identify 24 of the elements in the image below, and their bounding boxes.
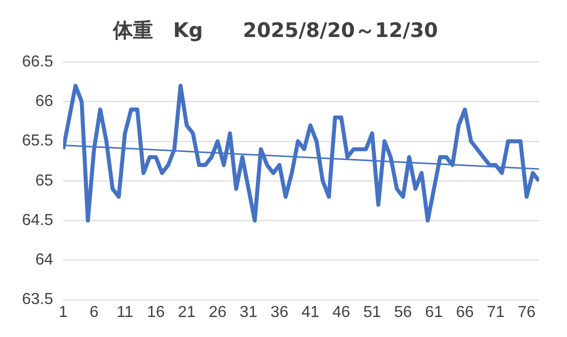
- x-tick-label: 11: [116, 304, 134, 321]
- y-tick-label: 64: [35, 252, 54, 269]
- x-tick-label: 71: [486, 304, 505, 321]
- y-tick-label: 64.5: [22, 212, 54, 229]
- y-tick-label: 66: [35, 93, 54, 110]
- x-tick-label: 26: [208, 304, 227, 321]
- y-tick-label: 65.5: [22, 132, 54, 150]
- y-tick-label: 66.5: [22, 53, 54, 70]
- x-tick-label: 31: [240, 304, 258, 321]
- x-tick-label: 56: [394, 304, 412, 321]
- chart-title: 体重 Kg 2025/8/20～12/30: [112, 18, 438, 42]
- x-tick-label: 46: [332, 304, 350, 321]
- x-tick-label: 41: [301, 304, 320, 321]
- y-tick-label: 65: [35, 172, 54, 190]
- y-tick-label: 63.5: [22, 291, 54, 308]
- x-tick-label: 61: [425, 304, 443, 321]
- x-tick-label: 1: [58, 304, 68, 321]
- x-tick-label: 6: [90, 304, 99, 321]
- x-tick-label: 66: [456, 304, 474, 321]
- x-tick-label: 51: [363, 304, 382, 321]
- x-tick-label: 36: [270, 304, 288, 321]
- x-tick-label: 21: [178, 304, 196, 321]
- x-tick-label: 16: [146, 304, 165, 321]
- x-tick-label: 76: [518, 304, 536, 321]
